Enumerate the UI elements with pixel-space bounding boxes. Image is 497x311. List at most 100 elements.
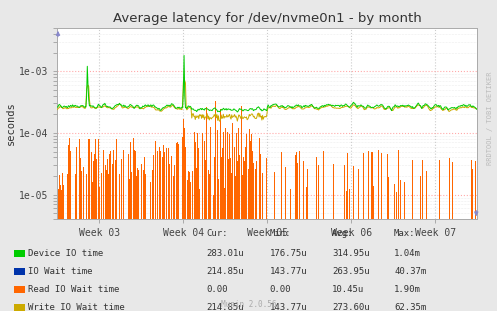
Bar <box>193 129 194 219</box>
Bar <box>108 174 109 219</box>
Bar <box>416 177 417 219</box>
Bar <box>307 169 308 219</box>
Bar <box>186 160 187 219</box>
Bar <box>174 151 175 219</box>
Bar <box>323 151 324 219</box>
Bar <box>217 130 218 219</box>
Bar <box>358 169 359 219</box>
Bar <box>209 174 210 219</box>
Bar <box>78 173 79 219</box>
Bar <box>95 139 96 219</box>
Bar <box>90 163 91 219</box>
Bar <box>353 166 354 219</box>
Bar <box>346 191 347 219</box>
Bar <box>378 150 379 219</box>
Bar <box>232 123 233 219</box>
Bar <box>320 193 321 219</box>
Bar <box>262 173 263 219</box>
Text: Write IO Wait time: Write IO Wait time <box>28 303 125 311</box>
Bar <box>208 170 209 219</box>
Bar <box>179 152 180 219</box>
Text: Min:: Min: <box>270 229 291 238</box>
Bar <box>103 150 104 219</box>
Bar <box>254 176 255 219</box>
Bar <box>160 151 161 219</box>
Bar <box>238 156 239 219</box>
Bar <box>157 151 158 219</box>
Bar <box>76 138 77 219</box>
Bar <box>266 158 267 219</box>
Bar <box>233 171 234 219</box>
Bar <box>60 185 61 219</box>
Bar <box>168 148 169 219</box>
Bar <box>173 176 174 219</box>
Bar <box>129 179 130 219</box>
Bar <box>61 190 62 219</box>
Bar <box>341 190 342 219</box>
Bar <box>245 169 246 219</box>
Text: 283.01u: 283.01u <box>206 249 244 258</box>
Bar <box>159 147 160 219</box>
Bar <box>371 152 372 219</box>
Bar <box>92 160 93 219</box>
Bar <box>398 150 399 219</box>
Bar <box>152 170 153 219</box>
Bar <box>172 144 173 219</box>
Bar <box>362 181 363 219</box>
Text: 143.77u: 143.77u <box>270 303 308 311</box>
Bar <box>227 132 228 219</box>
Bar <box>70 151 71 219</box>
Bar <box>202 133 203 219</box>
Bar <box>143 170 144 219</box>
Bar <box>242 175 243 219</box>
Text: 1.04m: 1.04m <box>394 249 421 258</box>
Bar <box>119 174 120 219</box>
Bar <box>225 128 226 219</box>
Text: 314.95u: 314.95u <box>332 249 370 258</box>
Bar <box>151 151 152 219</box>
Bar <box>183 119 184 219</box>
Bar <box>104 146 105 219</box>
Bar <box>86 174 87 219</box>
Bar <box>163 163 164 219</box>
Bar <box>213 195 214 219</box>
Bar <box>290 188 291 219</box>
Bar <box>210 127 211 219</box>
Bar <box>237 160 238 219</box>
Bar <box>372 152 373 219</box>
Text: Cur:: Cur: <box>206 229 228 238</box>
Bar <box>250 141 251 219</box>
Bar <box>96 159 97 219</box>
Text: 263.95u: 263.95u <box>332 267 370 276</box>
Bar <box>452 162 453 219</box>
Bar <box>178 144 179 219</box>
Bar <box>91 152 92 219</box>
Bar <box>164 152 165 219</box>
Bar <box>230 158 231 219</box>
Bar <box>344 165 345 219</box>
Bar <box>165 142 166 219</box>
Bar <box>85 153 86 219</box>
Bar <box>252 151 253 219</box>
Bar <box>261 181 262 219</box>
Bar <box>197 132 198 219</box>
Bar <box>423 153 424 219</box>
Bar <box>218 179 219 219</box>
Bar <box>135 151 136 219</box>
Bar <box>115 160 116 219</box>
Bar <box>177 142 178 219</box>
Bar <box>162 157 163 219</box>
Bar <box>253 163 254 219</box>
Text: 214.85u: 214.85u <box>206 303 244 311</box>
Bar <box>229 134 230 219</box>
Bar <box>396 192 397 219</box>
Bar <box>166 148 167 219</box>
Bar <box>111 147 112 219</box>
Bar <box>68 145 69 219</box>
Bar <box>128 154 129 219</box>
Bar <box>57 153 58 219</box>
Bar <box>171 156 172 219</box>
Bar <box>199 189 200 219</box>
Bar <box>190 182 191 219</box>
Text: 0.00: 0.00 <box>270 285 291 294</box>
